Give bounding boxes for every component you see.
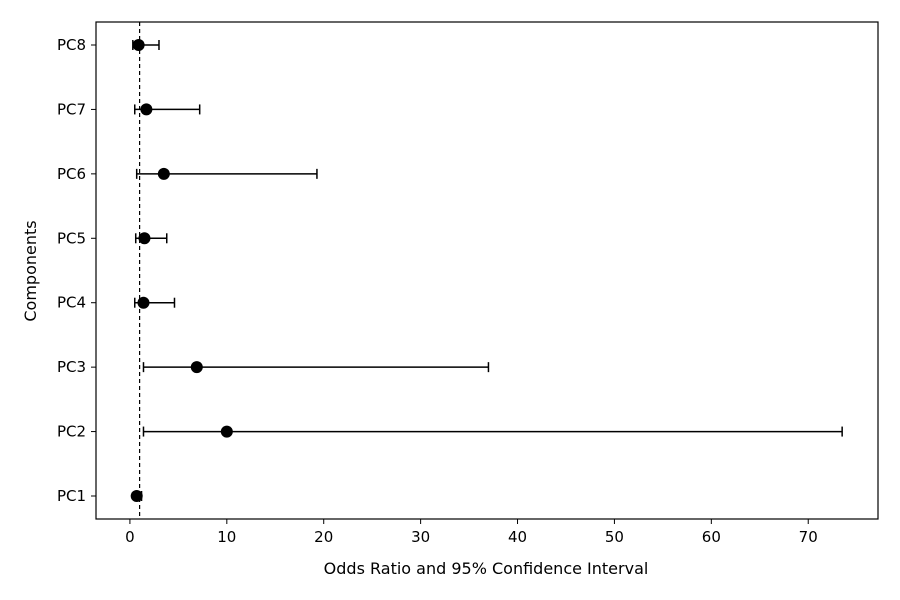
x-tick-label: 60 — [702, 528, 721, 546]
y-tick-label: PC8 — [57, 36, 86, 54]
x-tick-label: 40 — [508, 528, 527, 546]
y-tick-label: PC6 — [57, 165, 86, 183]
x-tick-label: 0 — [125, 528, 135, 546]
x-tick-label: 50 — [605, 528, 624, 546]
odds-ratio-point — [130, 490, 143, 502]
x-tick-label: 10 — [217, 528, 236, 546]
odds-ratio-point — [190, 361, 203, 374]
y-tick-label: PC1 — [57, 487, 86, 505]
plot-area — [95, 21, 879, 520]
odds-ratio-point — [220, 425, 233, 438]
odds-ratio-point — [132, 39, 145, 51]
x-tick-label: 70 — [799, 528, 818, 546]
x-tick-label: 30 — [411, 528, 430, 546]
y-tick-label: PC2 — [57, 423, 86, 441]
y-tick-label: PC3 — [57, 358, 86, 376]
x-tick-label: 20 — [314, 528, 333, 546]
y-tick-label: PC7 — [57, 100, 86, 118]
y-axis-label: Components — [21, 220, 40, 321]
y-tick-label: PC5 — [57, 229, 86, 247]
odds-ratio-point — [157, 167, 170, 180]
x-axis-label: Odds Ratio and 95% Confidence Interval — [324, 559, 649, 578]
x-axis: 0 10 20 30 40 50 60 70 — [125, 519, 818, 546]
y-tick-label: PC4 — [57, 294, 86, 312]
odds-ratio-point — [140, 103, 153, 116]
y-axis: PC1 PC2 PC3 PC4 PC5 PC6 PC7 PC8 — [57, 36, 96, 505]
odds-ratio-point — [137, 296, 150, 309]
plot-frame — [95, 21, 879, 520]
odds-ratio-point — [138, 232, 151, 245]
